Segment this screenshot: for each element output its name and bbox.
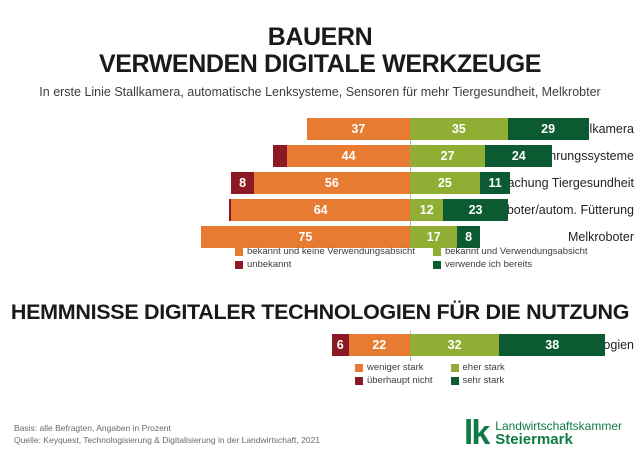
chart-row: Fütterungsroboter/autom. Fütterung164122… [0, 199, 640, 221]
legend-item: bekannt und Verwendungsabsicht [432, 246, 588, 257]
legend-label: bekannt und keine Verwendungsabsicht [247, 246, 415, 257]
stacked-bar: 37 35 29 [306, 118, 589, 140]
chart-row: Melkroboter 75 17 8 [0, 226, 640, 248]
legend-swatch [432, 260, 441, 269]
legend-label: eher stark [462, 362, 505, 373]
legend-label: weniger stark [367, 362, 424, 373]
bar-segment: 56 [253, 172, 410, 194]
chart-row: Sensoren: Überwachung Tiergesundheit 8 56 2… [0, 172, 640, 194]
bar-segment: 6 [331, 334, 349, 356]
legend-swatch [235, 260, 243, 269]
bar-segment: 1 [228, 199, 232, 221]
chart-barriers: Kosten-Nutzen-Verhältnis digitaler Techn… [0, 331, 640, 361]
chart-row: Kosten-Nutzen-Verhältnis digitaler Techn… [0, 334, 640, 356]
legend-item: weniger stark [355, 362, 433, 373]
page-subtitle: In erste Linie Stallkamera, automatische… [39, 85, 601, 99]
chart1-legend: bekannt und keine Verwendungsabsicht beka… [235, 246, 588, 270]
legend-label: überhaupt nicht [367, 375, 433, 386]
section2-title: HEMMNISSE DIGITALER TECHNOLOGIEN FÜR DIE… [10, 300, 630, 324]
bar-segment: 23 [443, 199, 508, 221]
legend-label: sehr stark [462, 375, 505, 386]
bar-segment: 5 [273, 145, 288, 167]
bar-segment: 32 [409, 334, 500, 356]
legend-swatch [355, 376, 363, 385]
stacked-bar: 8 56 25 11 [231, 172, 511, 194]
legend-label: verwende ich bereits [444, 259, 533, 270]
bar-segment: 64 [231, 199, 410, 221]
bar-segment: 38 [499, 334, 606, 356]
bar-segment: 27 [409, 145, 486, 167]
legend-item: überhaupt nicht [355, 375, 433, 386]
bar-segment: 37 [306, 118, 410, 140]
logo-line2: Steiermark [495, 431, 573, 448]
footer-quelle: Quelle: Keyquest, Technologisierung & Di… [14, 435, 321, 445]
legend-item: eher stark [450, 362, 505, 373]
bar-segment: 8 [231, 172, 254, 194]
page-title-line1: BAUERN [267, 23, 373, 51]
legend-swatch [355, 363, 363, 372]
bar-segment: 11 [479, 172, 511, 194]
stacked-bar: 75 17 8 [200, 226, 480, 248]
stacked-bar: 1641223 [228, 199, 508, 221]
legend-swatch [450, 363, 459, 372]
bar-segment: 44 [287, 145, 410, 167]
legend-label: bekannt und Verwendungsabsicht [444, 246, 588, 257]
chart-row: Autom. Lenk-/Spurführungssysteme5442724 [0, 145, 640, 167]
legend-item: sehr stark [450, 375, 505, 386]
legend-label: unbekannt [247, 259, 292, 270]
chart-row: Stallkamera 37 35 29 [0, 118, 640, 140]
stacked-bar: 6 22 32 38 [331, 334, 606, 356]
footer-basis: Basis: alle Befragten, Angaben in Prozen… [14, 423, 171, 433]
bar-segment: 35 [409, 118, 508, 140]
bar-segment: 8 [457, 226, 480, 248]
lk-logo-icon: lk [463, 414, 490, 452]
legend-item: bekannt und keine Verwendungsabsicht [235, 246, 415, 257]
bar-segment: 29 [507, 118, 589, 140]
legend-item: verwende ich bereits [432, 259, 588, 270]
legend-swatch [432, 247, 441, 256]
stacked-bar: 5442724 [273, 145, 553, 167]
chart2-legend: weniger stark eher stark überhaupt nicht se… [355, 362, 505, 386]
legend-swatch [450, 376, 459, 385]
bar-segment: 12 [409, 199, 444, 221]
page-header: BAUERN VERWENDEN DIGITALE WERKZEUGE In e… [0, 0, 640, 100]
bar-segment: 24 [485, 145, 553, 167]
page-title-line2: VERWENDEN DIGITALE WERKZEUGE [98, 50, 542, 78]
logo-landwirtschaftskammer: lk Landwirtschaftskammer Steiermark [464, 416, 622, 450]
bar-segment: 17 [410, 226, 458, 248]
footer-source: Basis: alle Befragten, Angaben in Prozen… [14, 422, 320, 446]
logo-line1: Landwirtschaftskammer [495, 419, 622, 433]
bar-segment: 25 [409, 172, 480, 194]
legend-item: unbekannt [235, 259, 415, 270]
legend-swatch [235, 247, 243, 256]
category-label: Melkroboter [568, 230, 634, 244]
bar-segment: 22 [348, 334, 410, 356]
bar-segment: 75 [200, 226, 410, 248]
